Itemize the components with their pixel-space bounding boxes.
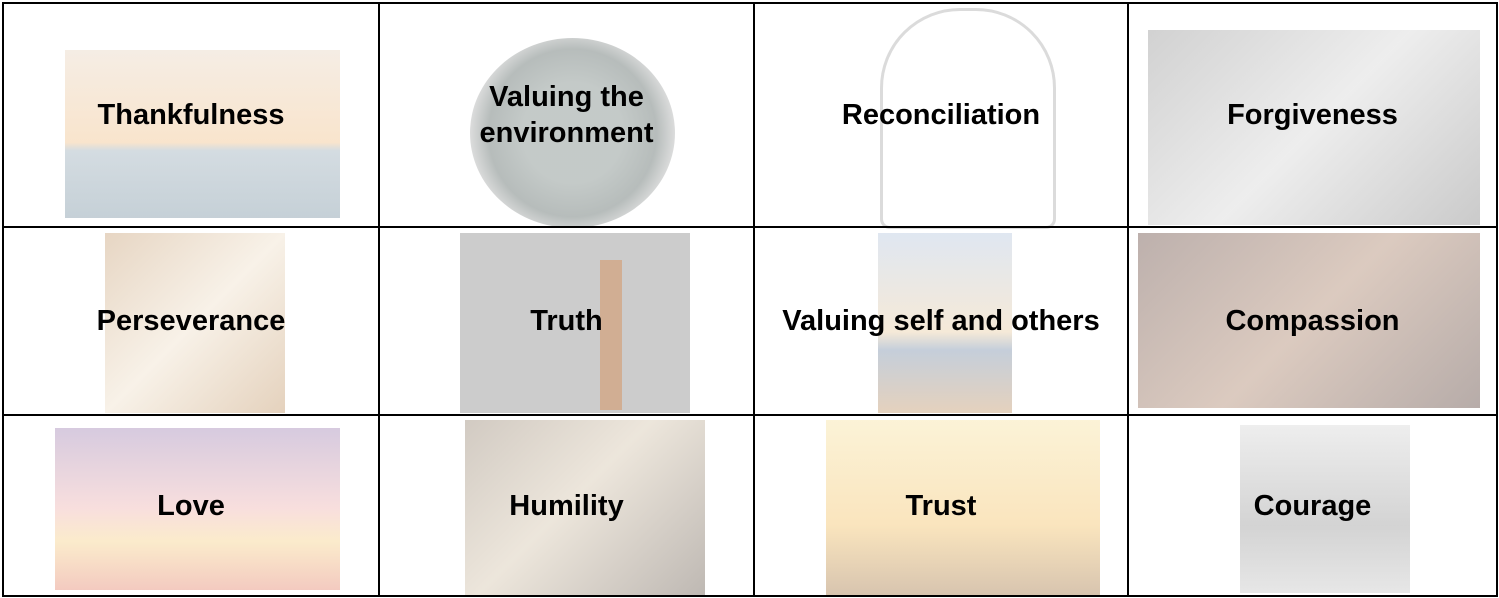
table-cell: Love (2, 414, 380, 597)
table-cell: Reconciliation (753, 2, 1129, 228)
table-cell: Compassion (1127, 226, 1498, 416)
value-label: Reconciliation (841, 99, 1041, 131)
table-cell: Valuing self and others (753, 226, 1129, 416)
table-row: Perseverance Truth Valuing self and othe… (2, 226, 1498, 416)
value-label: Love (157, 489, 225, 522)
table-cell: Valuing the environment (378, 2, 755, 228)
value-label: Truth (530, 305, 603, 337)
table-cell: Trust (753, 414, 1129, 597)
value-label: Compassion (1225, 305, 1400, 337)
value-label: Courage (1253, 489, 1372, 522)
table-cell: Thankfulness (2, 2, 380, 228)
value-label: Thankfulness (97, 99, 285, 131)
table-cell: Humility (378, 414, 755, 597)
value-label: Humility (509, 489, 624, 522)
value-label: Trust (905, 489, 977, 522)
table-row: Love Humility Trust Courage (2, 414, 1498, 597)
table-cell: Courage (1127, 414, 1498, 597)
table-cell: Truth (378, 226, 755, 416)
table-cell: Forgiveness (1127, 2, 1498, 228)
value-label: Valuing self and others (782, 305, 1100, 337)
value-label: Forgiveness (1227, 99, 1398, 131)
table-cell: Perseverance (2, 226, 380, 416)
value-label: Perseverance (96, 305, 286, 337)
table-row: Thankfulness Valuing the environment Rec… (2, 2, 1498, 228)
value-label: Valuing the environment (479, 81, 654, 149)
